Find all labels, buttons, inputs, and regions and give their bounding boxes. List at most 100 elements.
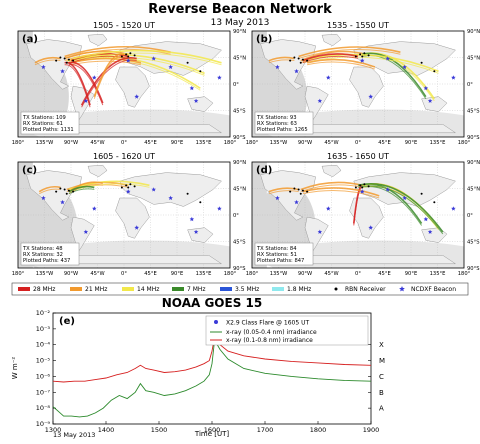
goes-legend-long: x-ray (0.1-0.8 nm) irradiance: [226, 337, 313, 344]
map-frame: [17, 30, 231, 138]
lat-tick: 0°: [467, 82, 473, 88]
lat-tick: 45°S: [467, 240, 480, 246]
beacon-star: [41, 64, 46, 69]
beacon-star: [360, 189, 365, 194]
goes-date: 13 May 2013: [53, 431, 95, 439]
landmass: [87, 164, 108, 178]
legend-swatch: [18, 287, 30, 291]
rbn-receiver: [120, 186, 123, 189]
map-frame: [251, 30, 465, 138]
stats-paths: Plotted Paths: 1265: [257, 127, 308, 133]
rbn-receiver: [433, 201, 436, 204]
rbn-receiver: [363, 183, 366, 186]
beacon-star: [275, 64, 280, 69]
landmass: [119, 172, 222, 207]
x-tick-label: 1300: [45, 426, 62, 434]
propagation-path: [38, 188, 61, 195]
legend-label: 28 MHz: [33, 286, 55, 293]
figure-title: Reverse Beacon Network: [148, 2, 332, 17]
lon-tick: 135°W: [36, 271, 54, 277]
lat-tick: 90°S: [233, 266, 246, 272]
class-label: M: [379, 357, 385, 365]
x-tick-label: 1600: [204, 426, 221, 434]
lon-tick: 90°E: [405, 271, 417, 277]
propagation-path: [73, 52, 222, 66]
lon-tick: 180°: [246, 271, 259, 277]
propagation-path: [357, 183, 444, 233]
propagation-path: [70, 55, 129, 64]
lon-tick: 0°: [355, 271, 361, 277]
lat-tick: 90°S: [467, 135, 480, 141]
lon-tick: 180°: [458, 140, 471, 146]
beacon-star: [134, 225, 139, 230]
rbn-receiver: [127, 55, 130, 58]
lon-tick: 45°W: [324, 140, 338, 146]
rbn-receiver: [293, 56, 296, 59]
rbn-receiver: [299, 61, 302, 64]
landmass: [26, 170, 82, 221]
x-tick-label: 1400: [98, 426, 115, 434]
lat-tick: 90°N: [233, 160, 246, 166]
goes-legend-flare: X2.9 Class Flare @ 1605 UT: [226, 320, 309, 327]
landmass: [421, 96, 448, 112]
propagation-path: [93, 53, 125, 97]
y-tick-label: 10⁻⁹: [36, 420, 51, 428]
beacon-star: [368, 94, 373, 99]
landmass: [349, 66, 384, 108]
goes-legend-short: x-ray (0.05-0.4 nm) irradiance: [226, 329, 317, 336]
rbn-receiver: [359, 184, 362, 187]
lon-tick: 180°: [246, 140, 259, 146]
panel-time: 1635 - 1650 UT: [327, 152, 389, 161]
stats-tx: TX Stations: 109: [22, 115, 66, 121]
propagation-path: [306, 58, 376, 68]
map-frame: [251, 161, 465, 269]
beacon-star: [423, 216, 429, 222]
beacon-star: [399, 286, 405, 292]
stats-rx: RX Stations: 32: [23, 252, 63, 258]
rbn-receiver: [67, 58, 70, 61]
propagation-path: [302, 189, 380, 199]
panel-label: (b): [256, 34, 272, 45]
goes-legend: X2.9 Class Flare @ 1605 UT x-ray (0.05-0…: [205, 315, 369, 346]
series-line-short: [53, 338, 371, 418]
beacon-star: [83, 98, 89, 103]
legend-swatch: [122, 287, 134, 291]
beacon-star: [317, 98, 323, 103]
y-tick-label: 10⁻²: [36, 309, 51, 317]
lat-tick: 90°N: [233, 29, 246, 35]
propagation-path: [268, 59, 295, 64]
rbn-receiver: [72, 59, 75, 62]
propagation-path: [298, 49, 401, 59]
goes-axes: 1300 1400 1500 1600 1700 1800 1900 10⁻² 10⁻³ 10⁻⁴…: [36, 309, 385, 434]
rbn-receiver: [199, 201, 202, 204]
landmass: [26, 39, 82, 90]
frequency-legend: 28 MHz 21 MHz 14 MHz 7 MHz 3.5 MHz 1.8 MHz RBN…: [11, 282, 469, 296]
propagation-path: [38, 185, 61, 193]
rbn-receiver: [354, 186, 357, 189]
lat-tick: 45°S: [233, 109, 246, 115]
beacon-star: [126, 189, 131, 194]
rbn-receiver: [127, 186, 130, 189]
lon-tick: 90°E: [405, 140, 417, 146]
class-label: B: [379, 389, 384, 397]
stats-box: [254, 242, 314, 266]
rbn-receiver: [59, 187, 62, 190]
lon-tick: 45°W: [90, 271, 104, 277]
goes-ylabel: W m⁻²: [11, 357, 19, 380]
goes-legend-box: [205, 315, 369, 346]
rbn-receiver: [59, 56, 62, 59]
class-label: A: [379, 405, 384, 413]
beacon-star: [402, 64, 407, 69]
goes-panel: NOAA GOES 15 1300 1400 1500 1600 1700 1800 190…: [11, 296, 385, 439]
beacon-star: [294, 68, 299, 74]
rbn-receiver: [289, 190, 292, 193]
beacon-star: [189, 216, 195, 222]
landmass: [321, 164, 342, 178]
propagation-path: [302, 53, 359, 62]
lat-tick: 45°S: [467, 109, 480, 115]
beacon-star: [92, 206, 97, 211]
beacon-star: [92, 75, 97, 80]
lon-tick: 135°E: [430, 271, 446, 277]
panel-time: 1505 - 1520 UT: [93, 21, 155, 30]
